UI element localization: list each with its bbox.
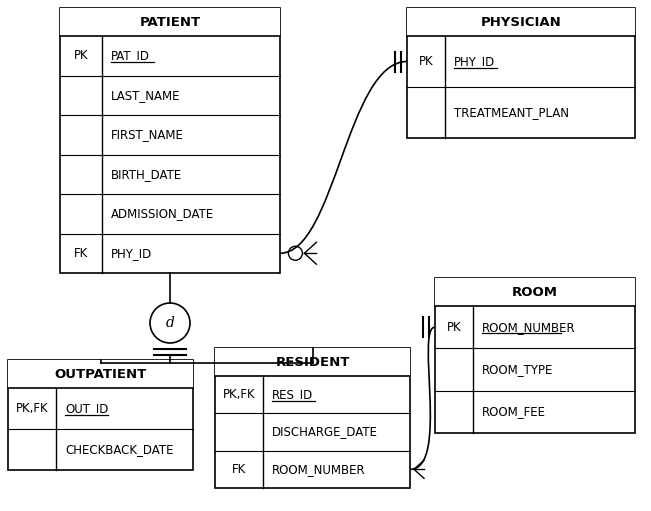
Text: RES_ID: RES_ID xyxy=(272,388,313,401)
Bar xyxy=(407,8,635,36)
Text: ROOM: ROOM xyxy=(512,286,558,298)
Text: TREATMEANT_PLAN: TREATMEANT_PLAN xyxy=(454,106,569,119)
Text: PK,FK: PK,FK xyxy=(223,388,255,401)
Text: BIRTH_DATE: BIRTH_DATE xyxy=(111,168,182,181)
Text: PHY_ID: PHY_ID xyxy=(454,55,495,68)
Text: FK: FK xyxy=(232,463,246,476)
Text: ROOM_NUMBER: ROOM_NUMBER xyxy=(272,463,366,476)
Bar xyxy=(8,360,193,388)
Text: ROOM_NUMBER: ROOM_NUMBER xyxy=(482,321,575,334)
Bar xyxy=(215,348,410,488)
Text: LAST_NAME: LAST_NAME xyxy=(111,89,180,102)
Text: PATIENT: PATIENT xyxy=(139,15,201,29)
Text: RESIDENT: RESIDENT xyxy=(275,356,350,368)
Bar xyxy=(435,278,635,433)
Text: PAT_ID: PAT_ID xyxy=(111,49,150,62)
Text: PK: PK xyxy=(447,321,462,334)
Text: ADMISSION_DATE: ADMISSION_DATE xyxy=(111,207,214,220)
Text: d: d xyxy=(165,316,174,330)
Text: ROOM_TYPE: ROOM_TYPE xyxy=(482,363,553,376)
Text: OUTPATIENT: OUTPATIENT xyxy=(55,367,146,381)
Bar xyxy=(435,278,635,306)
Bar xyxy=(60,8,280,36)
Text: FK: FK xyxy=(74,247,88,260)
Bar xyxy=(215,348,410,376)
Bar xyxy=(407,8,635,138)
Text: OUT_ID: OUT_ID xyxy=(65,402,108,415)
Text: PHY_ID: PHY_ID xyxy=(111,247,152,260)
Text: ROOM_FEE: ROOM_FEE xyxy=(482,405,546,419)
Text: PK: PK xyxy=(419,55,434,68)
Text: DISCHARGE_DATE: DISCHARGE_DATE xyxy=(272,426,378,438)
Text: PK: PK xyxy=(74,49,89,62)
Text: PHYSICIAN: PHYSICIAN xyxy=(480,15,561,29)
Text: PK,FK: PK,FK xyxy=(16,402,48,415)
Bar xyxy=(60,8,280,273)
Text: FIRST_NAME: FIRST_NAME xyxy=(111,128,184,141)
Bar xyxy=(8,360,193,470)
Text: CHECKBACK_DATE: CHECKBACK_DATE xyxy=(65,443,174,456)
